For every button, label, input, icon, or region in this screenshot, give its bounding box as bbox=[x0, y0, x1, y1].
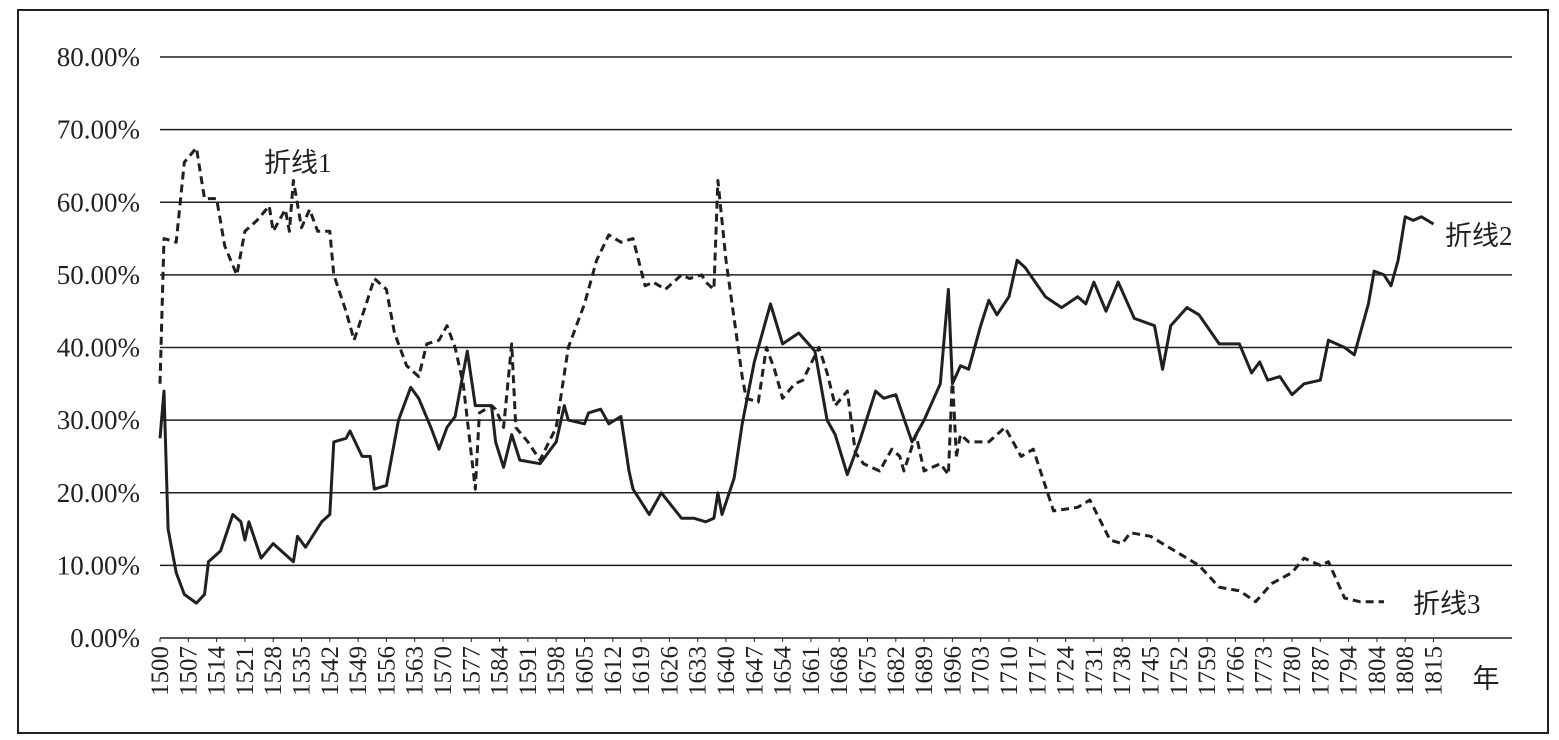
y-tick-label: 80.00% bbox=[57, 42, 140, 72]
x-tick-label: 1689 bbox=[911, 646, 938, 696]
x-tick-label: 1535 bbox=[289, 646, 316, 696]
x-tick-label: 1556 bbox=[373, 646, 400, 696]
x-tick-label: 1794 bbox=[1336, 646, 1363, 697]
x-tick-label: 1584 bbox=[487, 646, 514, 697]
x-tick-label: 1633 bbox=[685, 646, 712, 696]
y-tick-label: 50.00% bbox=[57, 260, 140, 290]
x-tick-label: 1759 bbox=[1194, 646, 1221, 696]
x-axis-label: 年 bbox=[1473, 664, 1500, 694]
x-tick-label: 1598 bbox=[543, 646, 570, 696]
x-tick-label: 1724 bbox=[1053, 646, 1080, 697]
series-label: 折线3 bbox=[1413, 589, 1481, 619]
y-tick-label: 20.00% bbox=[57, 478, 140, 508]
y-tick-label: 40.00% bbox=[57, 333, 140, 363]
x-tick-label: 1605 bbox=[572, 646, 599, 696]
y-tick-label: 30.00% bbox=[57, 405, 140, 435]
x-tick-label: 1654 bbox=[770, 646, 797, 697]
x-tick-label: 1745 bbox=[1138, 646, 1165, 696]
x-tick-label: 1528 bbox=[260, 646, 287, 696]
series-line bbox=[158, 215, 1435, 605]
series-line bbox=[158, 146, 958, 491]
x-tick-label: 1640 bbox=[713, 646, 740, 696]
y-tick-label: 10.00% bbox=[57, 550, 140, 580]
series-line bbox=[954, 425, 1384, 604]
x-tick-label: 1619 bbox=[628, 646, 655, 696]
x-tick-label: 1612 bbox=[600, 646, 627, 696]
x-tick-label: 1703 bbox=[968, 646, 995, 696]
y-tick-label: 70.00% bbox=[57, 115, 140, 145]
x-tick-label: 1626 bbox=[656, 646, 683, 696]
x-tick-label: 1563 bbox=[402, 646, 429, 696]
x-tick-label: 1717 bbox=[1024, 646, 1051, 696]
x-tick-label: 1570 bbox=[430, 646, 457, 696]
x-tick-label: 1661 bbox=[798, 646, 825, 696]
x-tick-label: 1815 bbox=[1421, 646, 1448, 696]
series-label: 折线1 bbox=[264, 148, 332, 178]
x-tick-label: 1500 bbox=[147, 646, 174, 696]
x-tick-label: 1773 bbox=[1251, 646, 1278, 696]
x-tick-label: 1591 bbox=[515, 646, 542, 696]
series-label: 折线2 bbox=[1445, 221, 1513, 251]
x-tick-label: 1696 bbox=[939, 646, 966, 696]
x-tick-label: 1808 bbox=[1392, 646, 1419, 696]
x-tick-label: 1780 bbox=[1279, 646, 1306, 696]
x-tick-label: 1507 bbox=[175, 646, 202, 696]
x-tick-label: 1731 bbox=[1081, 646, 1108, 696]
x-tick-label: 1752 bbox=[1166, 646, 1193, 696]
x-tick-label: 1549 bbox=[345, 646, 372, 696]
x-tick-label: 1668 bbox=[826, 646, 853, 696]
y-tick-label: 60.00% bbox=[57, 187, 140, 217]
x-tick-label: 1542 bbox=[317, 646, 344, 696]
x-tick-label: 1738 bbox=[1109, 646, 1136, 696]
x-tick-label: 1647 bbox=[741, 646, 768, 696]
x-tick-label: 1766 bbox=[1222, 646, 1249, 696]
y-tick-label: 0.00% bbox=[70, 623, 140, 653]
x-tick-label: 1675 bbox=[855, 646, 882, 696]
x-tick-label: 1514 bbox=[204, 646, 231, 697]
x-tick-label: 1710 bbox=[996, 646, 1023, 696]
x-tick-label: 1804 bbox=[1364, 646, 1391, 697]
x-tick-label: 1521 bbox=[232, 646, 259, 696]
x-tick-label: 1682 bbox=[883, 646, 910, 696]
frame bbox=[17, 9, 1549, 734]
x-tick-label: 1577 bbox=[458, 646, 485, 696]
x-tick-label: 1787 bbox=[1307, 646, 1334, 696]
